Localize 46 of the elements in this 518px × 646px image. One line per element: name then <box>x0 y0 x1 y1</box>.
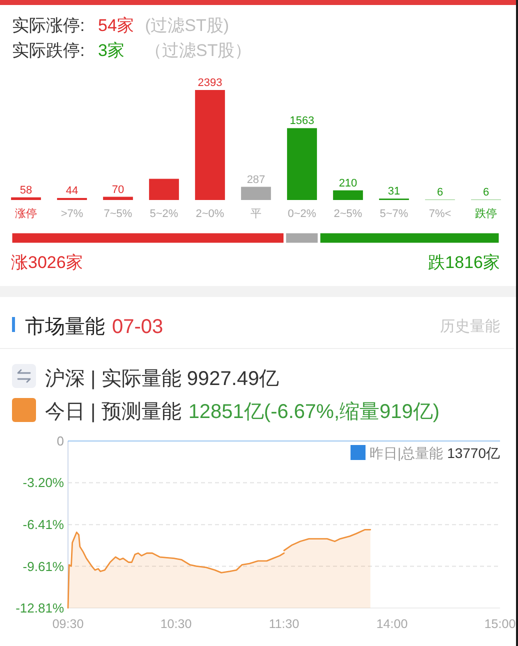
x-tick-label: 10:30 <box>160 617 192 631</box>
category-label: 2~5% <box>334 208 362 220</box>
value-label: 6 <box>482 186 490 199</box>
annotation: 3家 <box>98 41 124 60</box>
y-tick-label: -12.81% <box>16 600 64 616</box>
legend-label: 今日 | 预测量能 <box>45 401 182 423</box>
annotation: 沪深 | 实际量能 9927.49亿 <box>45 368 280 390</box>
x-tick-label: 15:00 <box>484 617 516 631</box>
value-label: 287 <box>246 174 266 186</box>
category-label: 0~2% <box>288 208 316 220</box>
annotation: 实际跌停: <box>12 41 85 60</box>
annotation: (过滤ST股) <box>145 16 230 35</box>
y-tick-label: -6.41% <box>22 517 64 532</box>
category-label: 5~7% <box>380 208 408 220</box>
category-label: 跌停 <box>475 208 497 220</box>
category-label: >7% <box>60 208 84 220</box>
y-tick-label: -9.61% <box>22 558 64 574</box>
value-label: 31 <box>388 186 400 198</box>
value-label: 44 <box>66 184 78 197</box>
category-label: 7%< <box>428 208 452 220</box>
annotation: 历史量能 <box>440 318 500 335</box>
title: 市场量能 <box>25 316 105 338</box>
annotation: 实际涨停: <box>12 16 85 35</box>
subtitle: 07-03 <box>112 316 164 338</box>
value-label: 58 <box>20 184 32 196</box>
x-tick-label: 09:30 <box>52 617 84 631</box>
category-label: 5~2% <box>150 208 178 220</box>
category-label: 平 <box>250 208 262 220</box>
value-label: 6 <box>436 186 444 199</box>
x-tick-label: 11:30 <box>268 617 300 631</box>
annotation: 涨3026家 <box>11 253 83 272</box>
value-label: 210 <box>338 177 358 190</box>
value-label: 1563 <box>290 115 314 128</box>
annotation: 12851亿(-6.67%,缩量919亿) <box>188 401 440 423</box>
y-tick-label: -3.20% <box>22 475 64 490</box>
x-tick-label: 14:00 <box>376 617 408 631</box>
y-tick-label: 0 <box>56 434 64 448</box>
category-label: 7~5% <box>104 208 132 220</box>
annotation: 跌1816家 <box>428 253 500 272</box>
annotation: （过滤ST股） <box>145 41 252 60</box>
category-label: 2~0% <box>196 208 224 220</box>
value-label: 2393 <box>198 77 222 89</box>
value-label: 70 <box>112 184 124 196</box>
category-label: 涨停 <box>15 208 37 220</box>
ref-line-label: 昨日|总量能 13770亿 <box>370 445 500 461</box>
annotation: 54家 <box>98 16 134 35</box>
